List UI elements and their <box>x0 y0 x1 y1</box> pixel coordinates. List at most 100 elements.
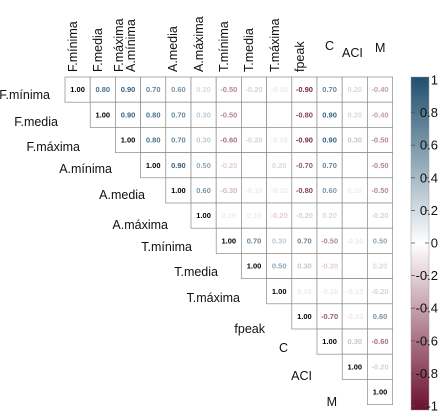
cell-value-3-12: -0.50 <box>371 161 388 170</box>
cell-value-2-6: -0.60 <box>220 136 237 145</box>
cell-value-1-12: -0.40 <box>371 110 388 119</box>
colorbar-tick-label: -1 <box>426 399 438 414</box>
cell-value-9-11: -0.10 <box>346 312 363 321</box>
cell-6-12 <box>367 227 393 254</box>
cell-value-1-5: 0.30 <box>196 110 211 119</box>
cell-value-6-12: 0.50 <box>373 236 388 245</box>
cell-5-12 <box>367 202 393 229</box>
cell-value-7-7: 1.00 <box>247 262 262 271</box>
cell-value-7-8: 0.50 <box>272 262 287 271</box>
cell-1-2 <box>115 101 141 128</box>
cell-2-8 <box>266 127 293 153</box>
colorbar-ticks: 1 0.8 0.6 0.4 0.2 0 -0.2 -0.4 -0.6 -0.8 -1 <box>411 73 438 414</box>
cell-value-3-9: -0.70 <box>296 161 313 170</box>
cell-9-12 <box>367 303 393 330</box>
colorbar-tick-label: -0.2 <box>416 268 438 283</box>
cell-8-12 <box>367 278 393 305</box>
cell-3-7 <box>241 152 267 179</box>
cell-value-2-10: 0.90 <box>322 136 337 145</box>
cell-value-1-2: 0.90 <box>121 110 136 119</box>
cell-value-4-10: 0.60 <box>322 186 337 195</box>
cell-value-5-5: 1.00 <box>196 211 211 220</box>
row-label: A.mínima <box>59 162 112 176</box>
cell-value-5-7: 0.10 <box>247 211 262 220</box>
colorbar-tick-label: 0.4 <box>420 170 438 185</box>
cell-4-5 <box>190 177 217 204</box>
cell-value-7-10: -0.20 <box>321 262 338 271</box>
cell-7-7 <box>241 253 267 279</box>
cell-value-1-6: -0.50 <box>220 110 237 119</box>
cell-8-10 <box>316 278 343 305</box>
cell-value-3-4: 0.90 <box>171 161 186 170</box>
cell-value-1-3: 0.80 <box>146 110 161 119</box>
cell-4-11 <box>341 177 368 204</box>
cell-value-10-11: 0.30 <box>347 337 362 346</box>
cell-1-5 <box>190 101 217 128</box>
cell-1-12 <box>367 101 393 128</box>
cell-1-8 <box>266 101 293 128</box>
cell-0-6 <box>215 76 242 103</box>
cell-5-8 <box>266 202 293 229</box>
cell-value-8-12: -0.20 <box>371 287 388 296</box>
cell-6-10 <box>316 227 343 254</box>
cell-value-8-8: 1.00 <box>272 287 287 296</box>
cell-value-6-11: -0.10 <box>346 236 363 245</box>
cell-11-12 <box>367 353 393 380</box>
cell-5-9 <box>291 202 318 229</box>
cell-value-5-10: 0.20 <box>322 211 337 220</box>
cell-value-10-10: 1.00 <box>322 337 337 346</box>
cell-10-10 <box>316 328 343 355</box>
cell-value-4-11: 0.10 <box>347 186 362 195</box>
column-label: ACI <box>342 46 363 60</box>
cell-1-7 <box>241 101 267 128</box>
colorbar-tick-label: -0.4 <box>416 301 438 316</box>
cell-value-4-5: 0.60 <box>196 186 211 195</box>
cell-value-6-6: 1.00 <box>221 236 236 245</box>
column-label: fpeak <box>293 41 307 72</box>
cell-value-8-11: -0.10 <box>346 287 363 296</box>
cell-5-6 <box>215 202 242 229</box>
cell-value-0-11: 0.20 <box>347 85 362 94</box>
row-label: fpeak <box>234 322 265 336</box>
cell-value-11-11: 1.00 <box>347 362 362 371</box>
cell-value-7-9: 0.30 <box>297 262 312 271</box>
cell-3-6 <box>215 152 242 179</box>
cell-7-8 <box>266 253 293 279</box>
column-label-line: F.máxima <box>112 18 126 72</box>
cell-value-0-8: -0.10 <box>271 85 288 94</box>
cell-value-4-4: 1.00 <box>171 186 186 195</box>
cell-4-4 <box>165 177 192 204</box>
cell-3-3 <box>140 152 167 179</box>
colorbar-tick-label: 0.6 <box>420 138 438 153</box>
cell-value-9-9: 1.00 <box>297 312 312 321</box>
cell-value-1-10: 0.90 <box>322 110 337 119</box>
cell-value-1-9: -0.80 <box>296 110 313 119</box>
cell-0-1 <box>89 76 116 103</box>
cell-value-0-12: -0.40 <box>371 85 388 94</box>
row-labels: F.mínima F.media F.máxima A.mínima A.media A.… <box>0 88 337 409</box>
row-label: T.máxima <box>187 291 241 305</box>
cell-value-4-12: -0.50 <box>371 186 388 195</box>
cell-value-4-9: -0.80 <box>296 186 313 195</box>
cell-value-12-12: 1.00 <box>373 388 388 397</box>
cell-value-3-6: -0.20 <box>220 161 237 170</box>
colorbar-tick-label: 1 <box>431 73 438 88</box>
column-label: F.mínima <box>66 21 80 72</box>
cell-2-3 <box>140 127 167 153</box>
cell-value-0-10: 0.70 <box>322 85 337 94</box>
row-label: ACI <box>291 369 312 383</box>
cell-value-2-12: -0.50 <box>371 136 388 145</box>
cell-3-11 <box>341 152 368 179</box>
cell-value-5-6: 0.10 <box>221 211 236 220</box>
cell-value-1-11: 0.20 <box>347 110 362 119</box>
cell-value-6-8: 0.30 <box>272 236 287 245</box>
cell-4-10 <box>316 177 343 204</box>
cell-0-0 <box>64 76 91 103</box>
row-label: A.media <box>99 188 145 202</box>
cell-value-7-12: 0.20 <box>373 262 388 271</box>
cell-12-12 <box>367 379 393 405</box>
cell-8-11 <box>341 278 368 305</box>
colorbar-tick-label: -0.8 <box>416 366 438 381</box>
row-label: F.máxima <box>27 140 81 154</box>
